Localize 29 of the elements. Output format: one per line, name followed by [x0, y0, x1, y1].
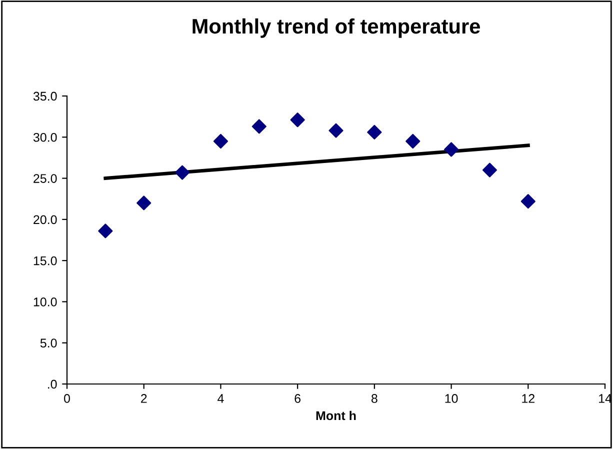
point: [98, 224, 113, 238]
point: [520, 194, 536, 209]
point: [367, 124, 382, 140]
y-tick-label: 30.0: [33, 132, 57, 142]
point: [290, 112, 305, 128]
point: [482, 162, 497, 178]
x-tick-label: 8: [371, 394, 378, 403]
point: [136, 196, 152, 210]
y-tick-label: 25.0: [34, 174, 57, 183]
y-tick-label: 5.0: [40, 338, 57, 348]
x-tick-label: 0: [64, 394, 70, 403]
x-tick-label: 4: [218, 394, 224, 403]
y-tick-label: 15.0: [34, 256, 57, 266]
point: [252, 119, 266, 134]
y-tick-label: 35.0: [33, 92, 57, 101]
point: [175, 165, 190, 180]
y-tick-label: .0: [48, 380, 57, 389]
point: [328, 123, 344, 138]
x-tick-label: 6: [294, 394, 300, 403]
point: [444, 142, 459, 157]
chart-title: Monthly trend of temperature: [192, 18, 480, 38]
point: [406, 134, 420, 149]
y-tick-label: 20.0: [34, 215, 57, 224]
x-tick-label: 12: [522, 394, 534, 403]
x-tick-label: 2: [141, 394, 147, 403]
point: [213, 134, 228, 149]
x-tick-label: 10: [445, 394, 458, 403]
x-axis-title: Mont h: [316, 410, 356, 420]
y-tick-label: 10.0: [34, 298, 57, 306]
